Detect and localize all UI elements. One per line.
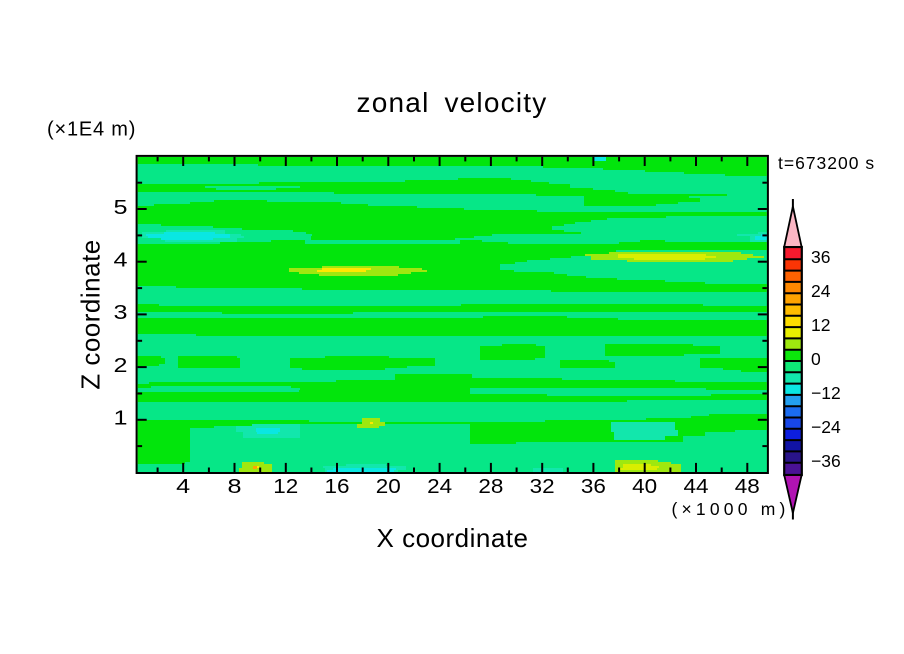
svg-text:t=673200 s: t=673200 s: [778, 153, 875, 173]
svg-text:8: 8: [228, 476, 242, 498]
svg-text:40: 40: [632, 476, 657, 498]
svg-text:2: 2: [114, 355, 128, 377]
svg-text:4: 4: [114, 250, 128, 272]
svg-text:0: 0: [811, 349, 821, 369]
svg-text:48: 48: [735, 476, 760, 498]
svg-text:36: 36: [811, 247, 830, 267]
svg-text:36: 36: [581, 476, 606, 498]
svg-text:1: 1: [114, 408, 128, 430]
svg-text:zonal velocity: zonal velocity: [357, 87, 548, 118]
svg-text:12: 12: [273, 476, 298, 498]
svg-text:Z coordinate: Z coordinate: [76, 239, 106, 390]
svg-text:−24: −24: [811, 417, 841, 437]
svg-text:4: 4: [176, 476, 190, 498]
svg-text:−12: −12: [811, 383, 841, 403]
svg-text:20: 20: [376, 476, 401, 498]
svg-text:12: 12: [811, 315, 830, 335]
svg-text:32: 32: [530, 476, 555, 498]
svg-text:3: 3: [114, 302, 128, 324]
svg-text:5: 5: [114, 197, 128, 219]
svg-text:24: 24: [427, 476, 452, 498]
svg-text:X coordinate: X coordinate: [377, 523, 529, 553]
svg-text:28: 28: [478, 476, 503, 498]
svg-text:44: 44: [684, 476, 709, 498]
svg-text:(×1E4 m): (×1E4 m): [47, 119, 136, 141]
svg-text:16: 16: [325, 476, 350, 498]
svg-text:−36: −36: [811, 451, 841, 471]
svg-text:(×1000 m): (×1000 m): [671, 499, 789, 519]
svg-text:24: 24: [811, 281, 831, 301]
